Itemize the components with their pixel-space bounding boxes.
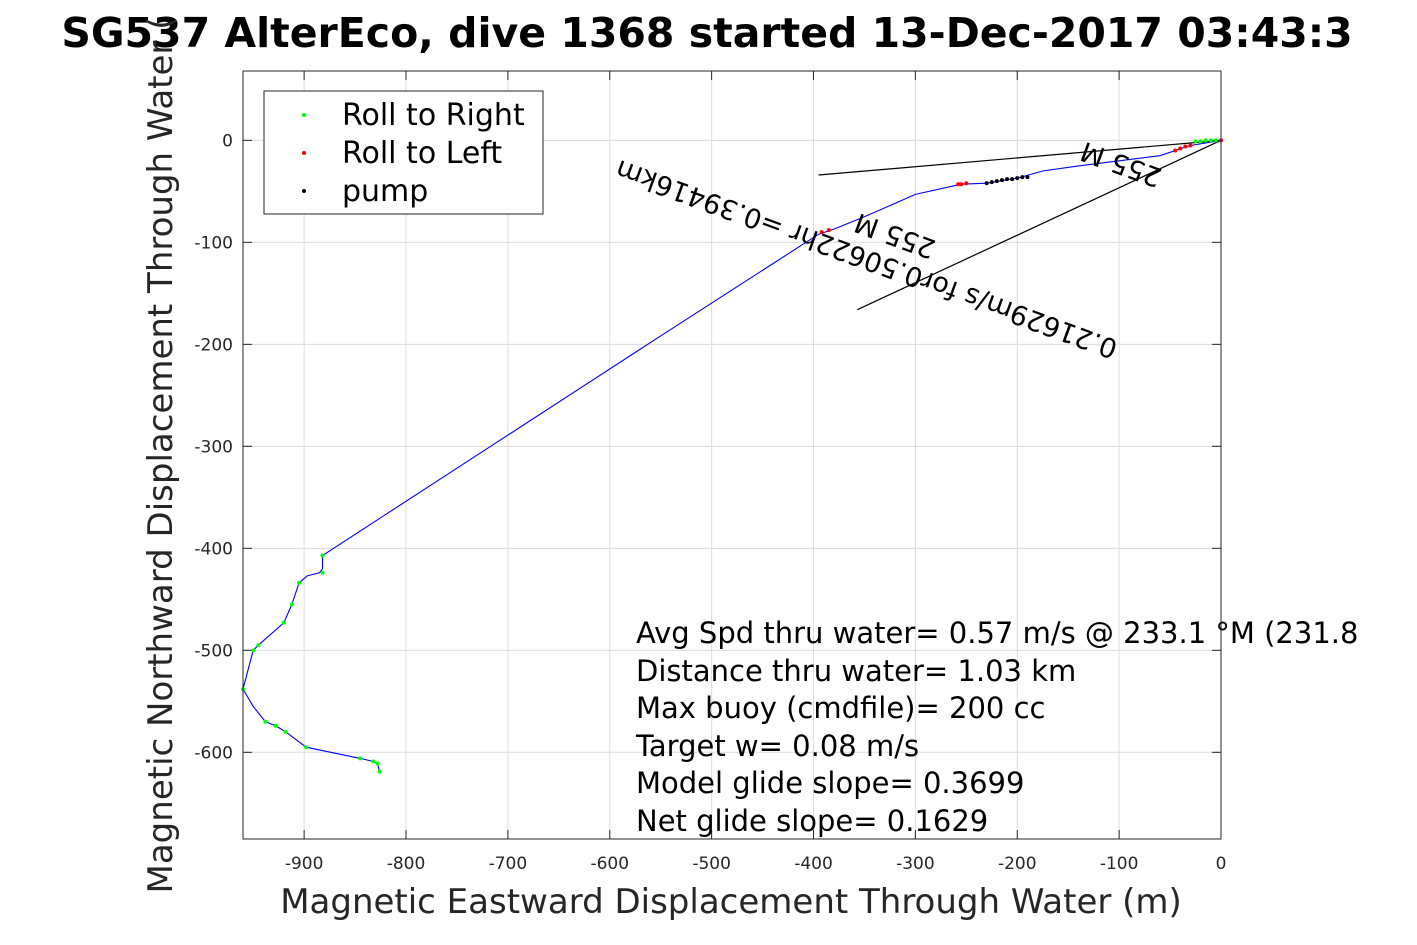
x-axis-title: Magnetic Eastward Displacement Through W… xyxy=(280,882,1182,922)
roll-right-marker xyxy=(1208,138,1213,143)
roll-left-marker xyxy=(959,182,964,187)
pump-marker xyxy=(1005,177,1010,182)
x-tick-label: -600 xyxy=(590,854,629,874)
pump-marker xyxy=(1020,175,1025,180)
x-tick-label: -500 xyxy=(692,854,731,874)
y-tick-label: -500 xyxy=(194,641,233,661)
roll-right-marker xyxy=(251,648,256,653)
roll-left-marker xyxy=(819,230,824,235)
x-tick-labels: -900 -800 -700 -600 -500 -400 -300 -200 -100 0 xyxy=(285,854,1227,874)
y-tick-label: -100 xyxy=(194,233,233,253)
legend-marker-roll-right xyxy=(302,113,306,117)
legend-label-roll-left: Roll to Left xyxy=(342,136,502,171)
x-tick-label: -900 xyxy=(285,854,324,874)
track-line xyxy=(242,139,1222,772)
stats-model-glide: Model glide slope= 0.3699 xyxy=(636,766,1024,800)
plot-frame xyxy=(242,70,1222,840)
roll-right-marker xyxy=(371,759,376,764)
x-tick-label: -300 xyxy=(896,854,935,874)
roll-right-marker xyxy=(1213,138,1218,143)
pump-marker xyxy=(989,180,994,185)
stats-target-w: Target w= 0.08 m/s xyxy=(635,729,919,763)
y-tick-label: -300 xyxy=(194,437,233,457)
stats-distance: Distance thru water= 1.03 km xyxy=(636,654,1076,688)
y-axis-title: Magnetic Northward Displacement Through … xyxy=(141,17,181,894)
pump-marker xyxy=(1010,177,1015,182)
y-tick-label: -200 xyxy=(194,335,233,355)
roll-right-marker xyxy=(304,745,309,750)
reference-line xyxy=(857,139,1222,311)
y-tick-label: 0 xyxy=(222,131,233,151)
roll-left-marker xyxy=(956,182,961,187)
chart-title: SG537 AlterEco, dive 1368 started 13-Dec… xyxy=(61,9,1352,57)
roll-right-marker xyxy=(289,602,294,607)
legend-marker-roll-left xyxy=(302,151,306,155)
y-tick-labels: 0 -100 -200 -300 -400 -500 -600 xyxy=(194,131,233,763)
stats-max-buoy: Max buoy (cmdfile)= 200 cc xyxy=(636,691,1045,725)
roll-right-marker xyxy=(283,729,288,734)
roll-right-marker xyxy=(297,581,302,585)
x-tick-label: -400 xyxy=(794,854,833,874)
x-tick-label: -700 xyxy=(489,854,528,874)
track-series xyxy=(242,139,1222,772)
roll-left-marker xyxy=(1178,146,1183,151)
pump-marker xyxy=(999,178,1004,183)
roll-right-marker xyxy=(377,769,382,774)
roll-left-marker xyxy=(826,228,831,233)
legend-label-pump: pump xyxy=(342,174,428,209)
roll-right-marker xyxy=(1198,139,1203,144)
pump-marker xyxy=(1015,176,1020,181)
legend: Roll to Right Roll to Left pump xyxy=(263,90,544,215)
roll-right-marker xyxy=(263,719,268,724)
pump-marker xyxy=(1025,175,1030,180)
track-markers xyxy=(241,138,1223,774)
x-tick-label: -100 xyxy=(1100,854,1139,874)
y-tick-label: -600 xyxy=(194,743,233,763)
roll-right-marker xyxy=(1193,139,1198,144)
x-tick-label: -200 xyxy=(998,854,1037,874)
pump-marker xyxy=(984,181,989,186)
roll-left-marker xyxy=(964,181,969,186)
x-tick-label: -800 xyxy=(387,854,426,874)
roll-left-marker xyxy=(1183,144,1188,149)
roll-right-marker xyxy=(1203,138,1208,143)
roll-left-marker xyxy=(1188,143,1193,148)
legend-box xyxy=(263,90,544,215)
stats-block: Avg Spd thru water= 0.57 m/s @ 233.1 °M … xyxy=(635,616,1358,838)
roll-right-marker xyxy=(320,553,325,558)
legend-label-roll-right: Roll to Right xyxy=(342,98,525,133)
y-tick-label: -400 xyxy=(194,539,233,559)
reference-line xyxy=(818,139,1222,176)
stats-net-glide: Net glide slope= 0.1629 xyxy=(636,804,988,838)
x-tick-label: 0 xyxy=(1216,854,1227,874)
roll-right-marker xyxy=(375,761,380,766)
roll-right-marker xyxy=(281,620,286,625)
reference-lines xyxy=(818,139,1222,311)
roll-right-marker xyxy=(320,570,325,575)
roll-right-marker xyxy=(256,643,261,648)
stats-avg-speed: Avg Spd thru water= 0.57 m/s @ 233.1 °M … xyxy=(636,616,1358,650)
legend-marker-pump xyxy=(302,189,306,193)
roll-right-marker xyxy=(273,723,278,728)
roll-right-marker xyxy=(358,756,363,761)
roll-left-marker xyxy=(1173,148,1178,153)
pump-marker xyxy=(994,179,999,184)
